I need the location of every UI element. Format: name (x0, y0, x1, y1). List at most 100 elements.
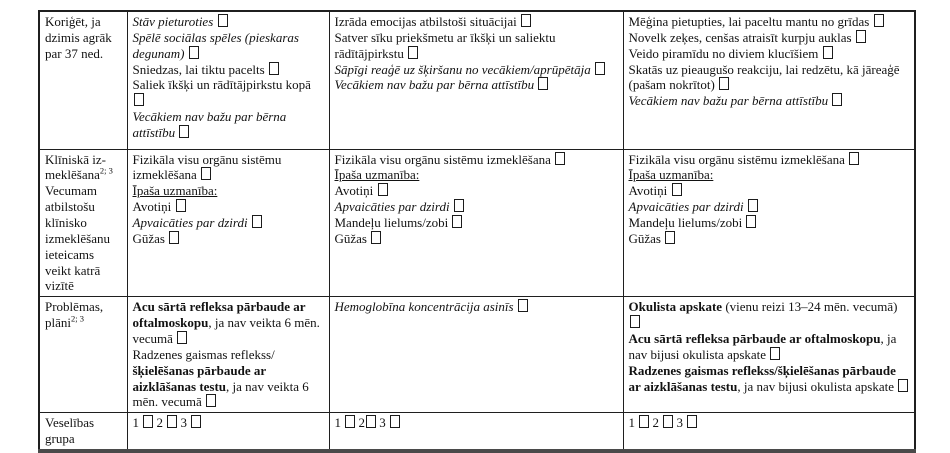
checkbox[interactable] (594, 61, 605, 75)
text-run: 1 (334, 415, 345, 431)
checkbox[interactable] (452, 214, 463, 228)
checkbox[interactable] (177, 330, 188, 344)
list-item: Sāpīgi reaģē uz šķiršanu no vecākiem/apr… (334, 61, 618, 78)
table-cell: 1 2 3 (126, 412, 330, 452)
table-cell: Mēģina pietupties, lai paceltu mantu no … (622, 10, 916, 150)
checkbox[interactable] (849, 151, 860, 165)
checkbox[interactable] (251, 214, 262, 228)
checkbox[interactable] (719, 77, 730, 91)
list-item: Acu sārtā refleksa pārbaude ar oftalmosk… (629, 331, 910, 363)
checkbox[interactable] (538, 77, 549, 91)
checkbox[interactable] (366, 415, 376, 429)
checkbox[interactable] (663, 415, 674, 429)
checkbox[interactable] (345, 415, 356, 429)
checkbox[interactable] (671, 183, 682, 197)
checkbox[interactable] (665, 230, 676, 244)
text-run: 1 (132, 415, 143, 431)
text-run: Īpaša uzmanība: (628, 167, 714, 183)
checkbox[interactable] (169, 230, 180, 244)
checkbox[interactable] (873, 14, 884, 27)
text-run: Mandeļu lielums/zobi (334, 214, 452, 230)
checkbox[interactable] (747, 199, 758, 213)
checkbox[interactable] (133, 93, 144, 107)
text-run: , ja nav veikta 6 mēn. vecumā (132, 315, 320, 346)
text-run: Radzenes gaismas reflekss/šķielēšanas pā… (628, 362, 896, 394)
checkbox[interactable] (898, 378, 909, 392)
text-run: (vienu reizi 13–24 mēn. vecumā) (722, 299, 898, 315)
table-cell: Acu sārtā refleksa pārbaude ar oftalmosk… (126, 296, 330, 414)
table-cell: Hemoglobīna koncentrācija asinīs (328, 296, 624, 414)
list-item: Saliek īkšķi un rādītājpirkstu kopā (133, 77, 324, 109)
checkbox[interactable] (521, 14, 532, 27)
row-health-group: Veselības grupa 1 2 3 1 2 3 1 2 3 (38, 412, 916, 452)
checkbox[interactable] (167, 415, 178, 429)
text-run: 3 (177, 415, 191, 431)
text-run: Novelk zeķes, cenšas atraisīt kurpju auk… (628, 29, 855, 45)
checkbox[interactable] (770, 346, 781, 360)
checkbox[interactable] (629, 315, 640, 329)
text-run: Gūžas (628, 230, 665, 246)
checkbox[interactable] (217, 14, 228, 27)
checkbox[interactable] (390, 415, 400, 429)
list-item: 1 2 3 (133, 415, 324, 431)
checkbox[interactable] (517, 299, 528, 313)
text-run: , ja nav bijusi okulista apskate (737, 378, 898, 394)
text-run: Avotiņi (628, 183, 671, 199)
table-cell: 1 2 3 (622, 412, 916, 452)
text-run: Skatās uz pieaugušo reakciju, lai redzēt… (628, 61, 900, 93)
list-item: Mandeļu lielums/zobi (334, 214, 618, 231)
text-run: šķielēšanas pārbaude ar aizklāšanas test… (132, 362, 266, 394)
checkbox[interactable] (639, 415, 650, 429)
list-item: Mandeļu lielums/zobi (628, 214, 910, 231)
list-item: Avotiņi (629, 183, 910, 199)
text-run: Vecākiem nav bažu par bērna attīstību (628, 93, 832, 109)
checkbox[interactable] (408, 45, 419, 59)
checkbox[interactable] (377, 183, 388, 197)
text-run: Apvaicāties par dzirdi (334, 199, 453, 215)
checkbox[interactable] (175, 199, 186, 213)
text-run: Īpaša uzmanība: (132, 183, 218, 199)
table-cell: Fizikāla visu orgānu sistēmu izmeklēšana… (328, 148, 624, 298)
checkbox[interactable] (179, 125, 190, 139)
text-run: Fizikāla visu orgānu sistēmu izmeklēšana (334, 151, 555, 167)
checkbox[interactable] (746, 214, 757, 228)
checkbox[interactable] (188, 45, 199, 59)
text-run: Problēmas, plāni (45, 299, 104, 331)
checkbox[interactable] (371, 230, 382, 244)
table-cell: Stāv pieturoties Spēlē sociālas spēles (… (126, 10, 330, 150)
text-run: Mandeļu lielums/zobi (628, 214, 746, 230)
text-run: Gūžas (334, 230, 371, 246)
text-run: Satver sīku priekšmetu ar īkšķi un salie… (334, 29, 556, 61)
checkbox[interactable] (555, 151, 566, 165)
text-run: Īpaša uzmanība: (334, 167, 420, 183)
text-run: , ja nav veikta 6 mēn. vecumā (132, 378, 309, 410)
text-run: 2 (153, 415, 167, 431)
list-item: Mēģina pietupties, lai paceltu mantu no … (629, 14, 910, 30)
text-run: 2; 3 (99, 166, 113, 177)
text-run: Sāpīgi reaģē uz šķiršanu no vecākiem/apr… (334, 61, 594, 77)
list-item: Gūžas (132, 230, 324, 247)
checkbox[interactable] (191, 415, 202, 429)
checkbox[interactable] (201, 167, 211, 181)
checkbox[interactable] (143, 415, 154, 429)
text-run: Gūžas (132, 230, 169, 246)
list-item: Vecākiem nav bažu par bērna attīstību (133, 109, 324, 141)
list-item: Radzenes gaismas reflekss/šķielēšanas pā… (629, 363, 910, 395)
checkbox[interactable] (855, 29, 866, 43)
text-run: Stāv pieturoties (132, 14, 217, 29)
checkbox[interactable] (822, 45, 833, 59)
table-body: Koriģēt, ja dzimis agrāk par 37 ned. Stāv… (38, 10, 916, 452)
text-run: Acu sārtā refleksa pārbaude ar oftalmosk… (132, 299, 306, 331)
checkbox[interactable] (453, 199, 464, 213)
checkbox[interactable] (206, 394, 217, 408)
text-run: 3 (673, 415, 687, 431)
text-run: Koriģēt, ja dzimis agrāk par 37 ned. (45, 14, 112, 61)
text-run: 2 (649, 415, 663, 431)
list-item: Vecumam atbilstošu klīnisko izmeklēšanu … (45, 183, 122, 294)
checkbox[interactable] (687, 415, 698, 429)
checkbox[interactable] (832, 93, 843, 107)
checkbox[interactable] (268, 61, 279, 75)
list-item: Veido piramīdu no diviem klucīšiem (629, 45, 910, 62)
row-early-birth-correction: Koriģēt, ja dzimis agrāk par 37 ned. Stāv… (38, 10, 916, 150)
list-item: Skatās uz pieaugušo reakciju, lai redzēt… (629, 62, 910, 94)
